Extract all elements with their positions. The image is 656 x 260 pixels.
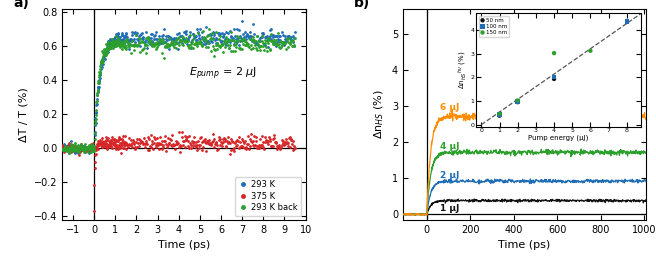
293 K bbox=[291, 30, 299, 34]
Text: 4 μJ: 4 μJ bbox=[440, 142, 459, 151]
Text: 6 μJ: 6 μJ bbox=[440, 103, 459, 112]
375 K bbox=[215, 139, 223, 142]
293 K back bbox=[65, 152, 73, 155]
293 K bbox=[71, 152, 79, 155]
293 K bbox=[124, 39, 132, 42]
375 K bbox=[178, 130, 186, 133]
X-axis label: Time (ps): Time (ps) bbox=[158, 240, 210, 250]
Text: 1 μJ: 1 μJ bbox=[440, 204, 459, 213]
293 K bbox=[237, 20, 245, 23]
293 K back bbox=[124, 44, 132, 47]
Text: $E_{pump}$ = 2 $\mu$J: $E_{pump}$ = 2 $\mu$J bbox=[189, 66, 257, 82]
293 K bbox=[266, 34, 274, 37]
Text: a): a) bbox=[14, 0, 30, 10]
375 K bbox=[291, 147, 299, 150]
Y-axis label: Δn$_{HS}$ (%): Δn$_{HS}$ (%) bbox=[373, 89, 386, 139]
293 K bbox=[164, 35, 172, 38]
Text: 2 μJ: 2 μJ bbox=[440, 171, 459, 180]
293 K bbox=[178, 42, 186, 45]
375 K bbox=[164, 136, 172, 139]
293 K back bbox=[215, 44, 223, 48]
Line: 293 K: 293 K bbox=[62, 21, 296, 154]
293 K back bbox=[164, 42, 172, 45]
293 K back bbox=[266, 47, 274, 50]
Legend: 293 K, 375 K, 293 K back: 293 K, 375 K, 293 K back bbox=[235, 177, 301, 216]
X-axis label: Time (ps): Time (ps) bbox=[499, 240, 550, 250]
Line: 375 K: 375 K bbox=[62, 131, 296, 211]
375 K bbox=[178, 135, 186, 139]
375 K bbox=[90, 209, 98, 212]
375 K bbox=[266, 138, 274, 141]
Y-axis label: ΔT / T (%): ΔT / T (%) bbox=[18, 87, 28, 142]
293 K back bbox=[58, 148, 66, 151]
293 K bbox=[58, 147, 66, 150]
Line: 293 K back: 293 K back bbox=[62, 29, 296, 154]
375 K bbox=[124, 144, 132, 147]
293 K back bbox=[109, 42, 117, 45]
293 K bbox=[109, 42, 117, 45]
293 K back bbox=[178, 43, 186, 46]
293 K bbox=[215, 34, 222, 37]
293 K back bbox=[205, 28, 213, 31]
375 K bbox=[58, 144, 66, 147]
Text: b): b) bbox=[354, 0, 371, 10]
293 K back bbox=[291, 36, 299, 39]
375 K bbox=[109, 142, 117, 145]
